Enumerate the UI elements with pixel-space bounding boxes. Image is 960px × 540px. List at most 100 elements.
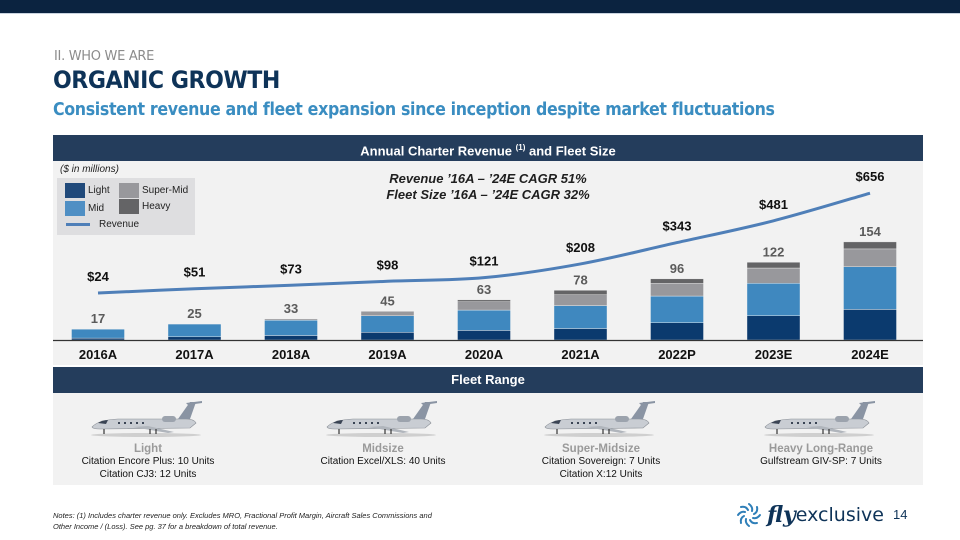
fleet-range-title: Fleet Range: [451, 372, 525, 387]
bar-segment-mid: [167, 323, 222, 338]
revenue-label: $51: [184, 265, 206, 280]
fleet-category-heavy-long-range: Heavy Long-Range Gulfstream GIV-SP: 7 Uni…: [721, 393, 921, 468]
turbine-icon: [737, 503, 761, 527]
x-tick-label: 2020A: [465, 347, 504, 362]
revenue-label: $24: [87, 269, 109, 284]
x-tick-label: 2021A: [561, 347, 600, 362]
footnotes: Notes: (1) Includes charter revenue only…: [53, 510, 483, 532]
x-tick-label: 2017A: [175, 347, 214, 362]
legend-item-mid: Mid: [65, 201, 104, 216]
revenue-label: $656: [856, 169, 885, 184]
fleet-aircraft-line: Citation Excel/XLS: 40 Units: [320, 456, 446, 467]
bar-segment-mid: [746, 283, 801, 316]
fleet-total-label: 33: [284, 301, 298, 316]
bar-segment-light: [264, 335, 318, 341]
bar-segment-heavy: [553, 290, 608, 295]
logo-fly-text: fly: [767, 502, 796, 528]
bar-segment-light: [746, 315, 801, 341]
fleet-total-label: 45: [380, 293, 394, 308]
fleet-total-label: 154: [859, 224, 881, 239]
bar-segment-heavy: [746, 262, 801, 269]
aircraft-icon: [326, 401, 437, 437]
fleet-aircraft-line: Citation CJ3: 12 Units: [99, 469, 197, 480]
bar-segment-mid: [71, 328, 125, 339]
fleet-total-label: 25: [187, 306, 201, 321]
bar-segment-mid: [843, 266, 897, 310]
units-note: ($ in millions): [60, 164, 119, 175]
fleet-category-light: Light Citation Encore Plus: 10 Units Citat…: [48, 393, 248, 481]
bar-segment-light: [553, 328, 608, 341]
page-number: 14: [893, 507, 908, 522]
chart-title-footnote: (1): [515, 143, 526, 152]
fleet-header-bar: Fleet Range: [53, 367, 923, 393]
legend-label-heavy: Heavy: [142, 201, 171, 212]
revenue-label: $98: [377, 257, 399, 272]
bar-segment-super-mid: [553, 294, 608, 306]
chart-title-rest: and Fleet Size: [529, 143, 616, 159]
footnote-line-2: Other Income / (Loss). See pg. 37 for a …: [53, 522, 278, 531]
bar-segment-mid: [650, 295, 704, 324]
legend-line-revenue: [66, 223, 90, 226]
cagr-revenue: Revenue ’16A – ’24E CAGR 51%: [389, 171, 587, 186]
x-tick-label: 2023E: [755, 347, 793, 362]
legend-swatch-light: [65, 183, 85, 198]
bar-segment-mid: [553, 305, 608, 329]
footnote-line-1: Notes: (1) Includes charter revenue only…: [53, 511, 432, 520]
aircraft-icon: [764, 401, 875, 437]
x-tick-label: 2019A: [368, 347, 407, 362]
fleet-category-name: Midsize: [362, 443, 404, 455]
legend-item-revenue: Revenue: [66, 219, 139, 230]
fleet-category-name: Heavy Long-Range: [768, 443, 874, 455]
x-tick-label: 2022P: [658, 347, 696, 362]
fleet-category-super-midsize: Super-Midsize Citation Sovereign: 7 Units…: [501, 393, 701, 481]
bar-segment-super-mid: [843, 248, 897, 267]
fleet-category-name: Light: [133, 443, 163, 455]
chart-header-bar: Annual Charter Revenue (1) and Fleet Siz…: [53, 135, 923, 161]
bar-segment-light: [650, 322, 704, 341]
bar-segment-mid: [264, 320, 318, 336]
x-tick-label: 2018A: [272, 347, 311, 362]
top-banner: [0, 0, 960, 14]
legend-swatch-heavy: [119, 199, 139, 214]
bar-segment-super-mid: [264, 318, 318, 321]
fleet-total-label: 78: [573, 272, 587, 287]
bar-segment-light: [457, 330, 511, 341]
legend-label-mid: Mid: [88, 203, 105, 214]
legend-swatch-super-mid: [119, 183, 139, 198]
fleet-aircraft-line: Gulfstream GIV-SP: 7 Units: [760, 456, 882, 467]
bar-segment-light: [167, 336, 222, 341]
fleet-aircraft-line: Citation Encore Plus: 10 Units: [81, 456, 215, 467]
bar-segment-heavy: [457, 299, 511, 302]
revenue-line: [97, 191, 871, 295]
fleet-total-label: 63: [477, 282, 491, 297]
x-tick-label: 2024E: [851, 347, 889, 362]
legend-item-light: Light: [65, 183, 110, 198]
cagr-fleet: Fleet Size ’16A – ’24E CAGR 32%: [386, 187, 590, 202]
fleet-aircraft-line: Citation X:12 Units: [559, 469, 643, 480]
page-title: ORGANIC GROWTH: [53, 66, 280, 94]
legend-label-revenue: Revenue: [99, 219, 140, 230]
logo-exclusive-text: exclusive: [795, 504, 884, 526]
legend-label-light: Light: [88, 185, 110, 196]
flyexclusive-logo: fly exclusive: [735, 501, 884, 529]
fleet-aircraft-line: Citation Sovereign: 7 Units: [541, 456, 661, 467]
revenue-label: $481: [759, 197, 788, 212]
revenue-label: $121: [470, 254, 499, 269]
bar-segment-mid: [457, 309, 511, 331]
aircraft-icon: [544, 401, 655, 437]
legend-item-super-mid: Super-Mid: [119, 183, 188, 198]
bar-segment-heavy: [843, 241, 897, 250]
fleet-panel: Light Citation Encore Plus: 10 Units Citat…: [53, 393, 923, 485]
revenue-label: $73: [280, 261, 302, 276]
bar-segment-super-mid: [650, 283, 704, 297]
fleet-category-midsize: Midsize Citation Excel/XLS: 40 Units: [283, 393, 483, 468]
bar-segment-super-mid: [360, 311, 415, 316]
chart-legend: Light Super-Mid Mid Heavy Revenue: [57, 178, 195, 235]
bar-segment-super-mid: [457, 301, 511, 311]
bar-segment-light: [360, 332, 415, 341]
legend-label-super-mid: Super-Mid: [142, 185, 189, 196]
fleet-total-label: 122: [763, 244, 785, 259]
legend-swatch-mid: [65, 201, 85, 216]
aircraft-icon: [91, 401, 202, 437]
section-label: II. WHO WE ARE: [54, 49, 155, 64]
